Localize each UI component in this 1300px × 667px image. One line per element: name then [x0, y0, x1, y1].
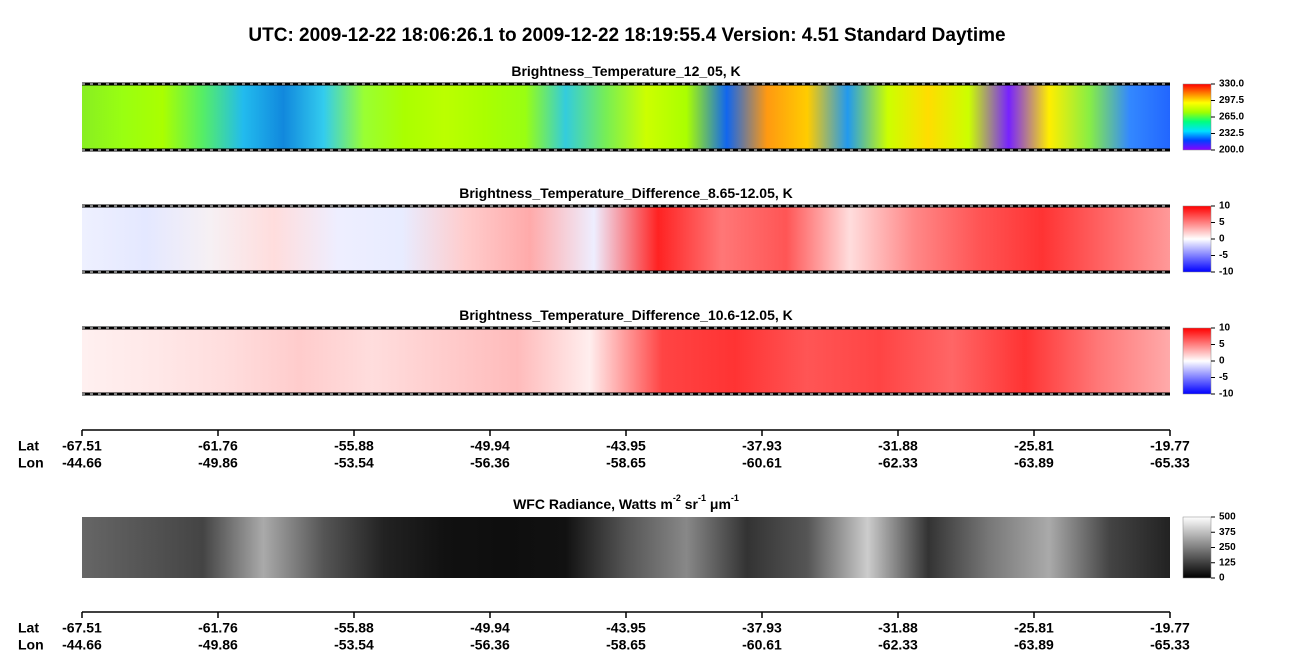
axis-tick-label: -60.61 — [742, 455, 782, 471]
axis-tick-label: -56.36 — [470, 455, 510, 471]
colorbar-tick-label: 0 — [1219, 573, 1225, 584]
colorbar-tick-label: 265.0 — [1219, 112, 1244, 123]
image-strip — [82, 517, 1170, 578]
panel-title: Brightness_Temperature_12_05, K — [511, 63, 740, 79]
axis-tick-label: -63.89 — [1014, 637, 1054, 653]
axis-tick-label: -65.33 — [1150, 455, 1190, 471]
colorbar — [1182, 327, 1212, 395]
axis-tick-label: -60.61 — [742, 637, 782, 653]
panel-title: Brightness_Temperature_Difference_10.6-1… — [459, 307, 793, 323]
title-part: -2 — [673, 493, 681, 503]
axis-row-name: Lon — [18, 637, 44, 653]
colorbar-tick-label: 297.5 — [1219, 95, 1244, 106]
axis-tick-label: -67.51 — [62, 438, 102, 454]
panel-title: WFC Radiance, Watts m-2 sr-1 μm-1 — [513, 493, 739, 511]
main-title: UTC: 2009-12-22 18:06:26.1 to 2009-12-22… — [248, 25, 1005, 46]
axis-tick-label: -49.94 — [470, 438, 510, 454]
colorbar — [1182, 205, 1212, 273]
axis-tick-label: -55.88 — [334, 620, 374, 636]
title-part: WFC Radiance, Watts m — [513, 496, 673, 512]
axis-tick-label: -53.54 — [334, 637, 374, 653]
axis-tick-label: -25.81 — [1014, 620, 1054, 636]
image-strip — [82, 206, 1170, 272]
axis-tick-label: -49.94 — [470, 620, 510, 636]
colorbar-tick-label: -10 — [1219, 267, 1234, 278]
title-part: -1 — [698, 493, 706, 503]
colorbar-tick-label: 250 — [1219, 542, 1236, 553]
axis-tick-label: -43.95 — [606, 620, 646, 636]
title-part: sr — [681, 496, 699, 512]
axis-tick-label: -49.86 — [198, 637, 238, 653]
colorbar-tick-label: 5 — [1219, 339, 1225, 350]
axis-tick-label: -44.66 — [62, 455, 102, 471]
colorbar-tick-label: -10 — [1219, 389, 1234, 400]
colorbar-tick-label: 330.0 — [1219, 79, 1244, 90]
image-strip — [82, 328, 1170, 394]
axis-tick-label: -19.77 — [1150, 438, 1190, 454]
colorbar — [1182, 83, 1212, 151]
axis-tick-label: -65.33 — [1150, 637, 1190, 653]
colorbar-tick-label: 10 — [1219, 323, 1231, 334]
axis-tick-label: -37.93 — [742, 438, 782, 454]
colorbar — [1182, 516, 1212, 579]
axis-row-name: Lat — [18, 438, 39, 454]
colorbar-tick-label: 375 — [1219, 527, 1236, 538]
colorbar-tick-label: -5 — [1219, 372, 1228, 383]
colorbar-tick-label: 125 — [1219, 557, 1236, 568]
title-part: μm — [706, 496, 731, 512]
title-part: Brightness_Temperature_Difference_10.6-1… — [459, 307, 793, 323]
axis-tick-label: -62.33 — [878, 637, 918, 653]
colorbar-tick-label: 0 — [1219, 356, 1225, 367]
colorbar-tick-label: 0 — [1219, 234, 1225, 245]
title-part: Brightness_Temperature_Difference_8.65-1… — [459, 185, 793, 201]
axis-tick-label: -31.88 — [878, 620, 918, 636]
title-part: Brightness_Temperature_12_05, K — [511, 63, 740, 79]
axis-tick-label: -44.66 — [62, 637, 102, 653]
axis-tick-label: -53.54 — [334, 455, 374, 471]
axis-tick-label: -31.88 — [878, 438, 918, 454]
axis-tick-label: -56.36 — [470, 637, 510, 653]
image-strip — [82, 84, 1170, 150]
colorbar-tick-label: 500 — [1219, 512, 1236, 523]
colorbar-tick-label: 10 — [1219, 201, 1231, 212]
title-part: -1 — [731, 493, 739, 503]
axis-row-name: Lon — [18, 455, 44, 471]
axis-tick-label: -25.81 — [1014, 438, 1054, 454]
axis-row-name: Lat — [18, 620, 39, 636]
axis-tick-label: -62.33 — [878, 455, 918, 471]
axis-tick-label: -58.65 — [606, 455, 646, 471]
axis-tick-label: -61.76 — [198, 620, 238, 636]
axis-tick-label: -37.93 — [742, 620, 782, 636]
axis-tick-label: -58.65 — [606, 637, 646, 653]
colorbar-tick-label: 200.0 — [1219, 145, 1244, 156]
axis-tick-label: -43.95 — [606, 438, 646, 454]
axis-tick-label: -63.89 — [1014, 455, 1054, 471]
colorbar-tick-label: 232.5 — [1219, 128, 1244, 139]
axis-tick-label: -55.88 — [334, 438, 374, 454]
axis-tick-label: -67.51 — [62, 620, 102, 636]
axis-tick-label: -61.76 — [198, 438, 238, 454]
panel-title: Brightness_Temperature_Difference_8.65-1… — [459, 185, 793, 201]
colorbar-tick-label: 5 — [1219, 217, 1225, 228]
axis-tick-label: -49.86 — [198, 455, 238, 471]
colorbar-tick-label: -5 — [1219, 250, 1228, 261]
axis-tick-label: -19.77 — [1150, 620, 1190, 636]
